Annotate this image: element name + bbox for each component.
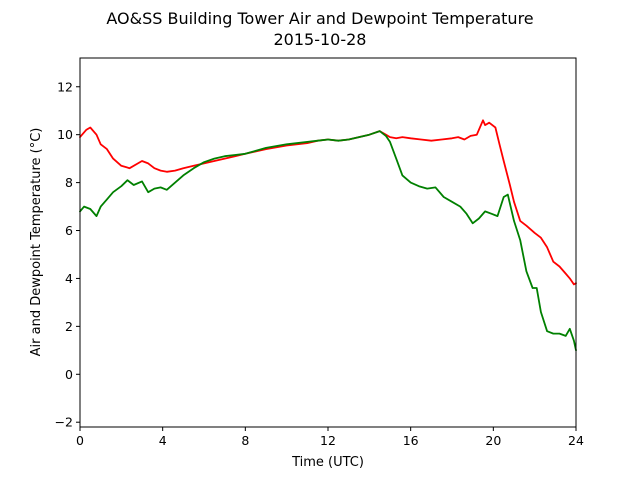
x-tick-label: 0 <box>76 433 84 448</box>
y-tick-label: 0 <box>65 367 73 382</box>
y-tick-label: 8 <box>65 175 73 190</box>
chart-title: AO&SS Building Tower Air and Dewpoint Te… <box>106 9 533 28</box>
x-tick-label: 24 <box>568 433 584 448</box>
x-tick-label: 4 <box>159 433 167 448</box>
x-tick-label: 20 <box>485 433 501 448</box>
y-tick-label: 10 <box>57 127 73 142</box>
y-axis: −2 0 2 4 6 8 10 12 <box>55 79 80 430</box>
x-axis: 0 4 8 12 16 20 24 <box>76 427 584 448</box>
chart-subtitle: 2015-10-28 <box>274 30 367 49</box>
y-tick-label: 12 <box>57 79 73 94</box>
series-layer <box>79 119 577 352</box>
y-tick-label: 6 <box>65 223 73 238</box>
x-axis-label: Time (UTC) <box>291 455 364 470</box>
y-tick-label: 4 <box>65 271 73 286</box>
x-tick-label: 12 <box>320 433 336 448</box>
plot-frame <box>79 57 577 428</box>
x-tick-label: 8 <box>241 433 249 448</box>
y-axis-label: Air and Dewpoint Temperature (°C) <box>29 128 44 357</box>
y-tick-label: −2 <box>55 415 73 430</box>
series-line-2 <box>79 130 577 352</box>
y-tick-label: 2 <box>65 319 73 334</box>
x-tick-label: 16 <box>403 433 419 448</box>
